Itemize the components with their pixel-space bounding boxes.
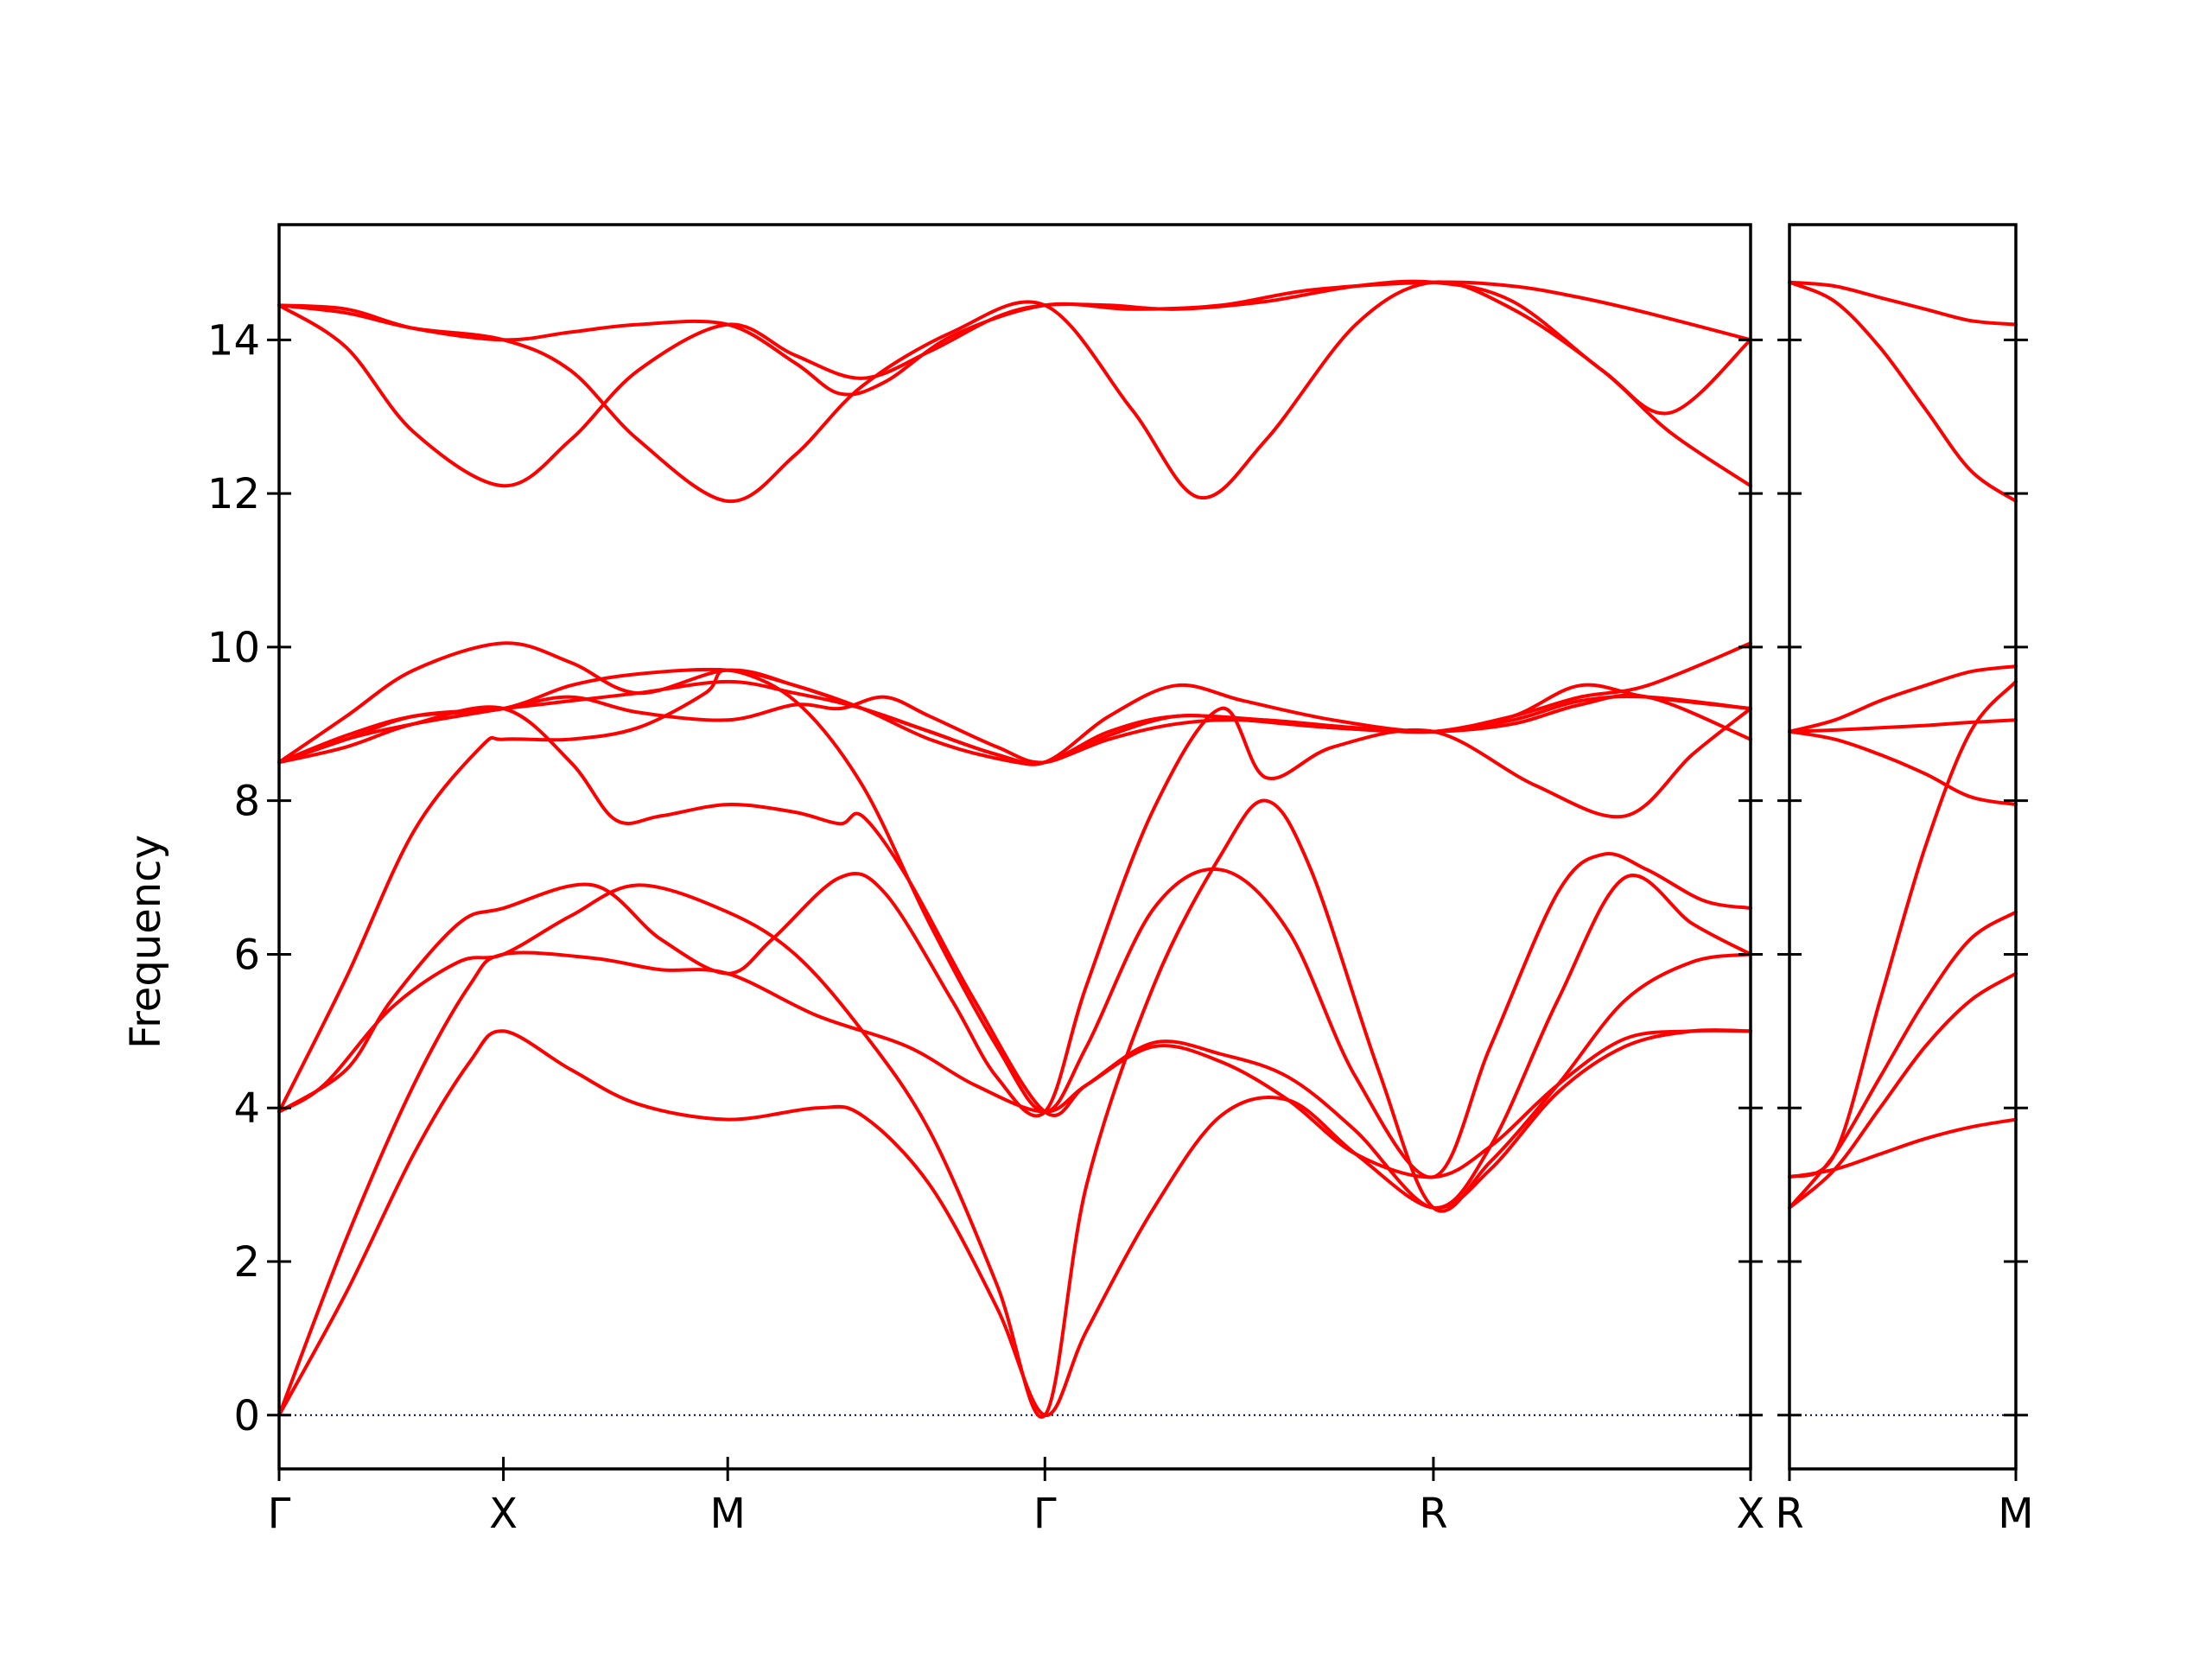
main-band-line-6	[277, 705, 1752, 1210]
side-band-line-4	[1788, 679, 2018, 1179]
y-tick-label: 12	[207, 470, 260, 518]
main-band-line-3	[277, 798, 1752, 1419]
y-axis-label: Frequency	[122, 835, 170, 1049]
side-band-line-8	[1788, 280, 2018, 327]
y-tick-label: 6	[233, 931, 260, 979]
main-band-line-11	[277, 280, 1752, 397]
y-tick-label: 14	[207, 316, 260, 365]
main-plot-frame	[277, 223, 1752, 1471]
main-band-line-13	[277, 280, 1752, 504]
main-x-tick-label-2: X	[489, 1490, 518, 1538]
side-band-line-7	[1788, 664, 2018, 734]
side-x-tick-label-2: M	[1998, 1490, 2033, 1538]
main-band-line-1	[277, 1028, 1752, 1417]
side-plot-frame	[1788, 223, 2018, 1471]
main-band-line-9	[277, 667, 1752, 766]
y-tick-label: 8	[233, 778, 260, 826]
main-x-tick-label-4: Γ	[1033, 1490, 1057, 1538]
main-band-line-7	[277, 641, 1752, 766]
main-x-tick-label-6: X	[1737, 1490, 1765, 1538]
main-x-tick-label-1: Γ	[268, 1490, 291, 1538]
side-band-line-3	[1788, 910, 2018, 1210]
main-band-line-5	[277, 668, 1752, 1179]
y-tick-label: 10	[207, 624, 260, 672]
main-band-line-12	[277, 279, 1752, 488]
main-band-line-8	[277, 641, 1752, 766]
main-band-line-4	[277, 706, 1752, 1118]
y-tick-label: 2	[233, 1238, 260, 1287]
side-band-line-5	[1788, 718, 2018, 734]
side-band-line-9	[1788, 280, 2018, 503]
main-band-line-2	[277, 950, 1752, 1417]
main-x-tick-label-3: M	[709, 1490, 745, 1538]
y-tick-label: 4	[233, 1084, 260, 1133]
y-tick-label: 0	[233, 1392, 260, 1440]
side-band-line-6	[1788, 729, 2018, 807]
main-panel: 0 2 4 6 8 10 12 14 Γ X M Γ R X	[207, 223, 1765, 1538]
side-x-tick-label-1: R	[1775, 1490, 1803, 1538]
main-x-tick-label-5: R	[1419, 1490, 1447, 1538]
side-band-line-1	[1788, 1117, 2018, 1179]
side-band-line-2	[1788, 971, 2018, 1210]
main-band-line-10	[277, 693, 1752, 765]
